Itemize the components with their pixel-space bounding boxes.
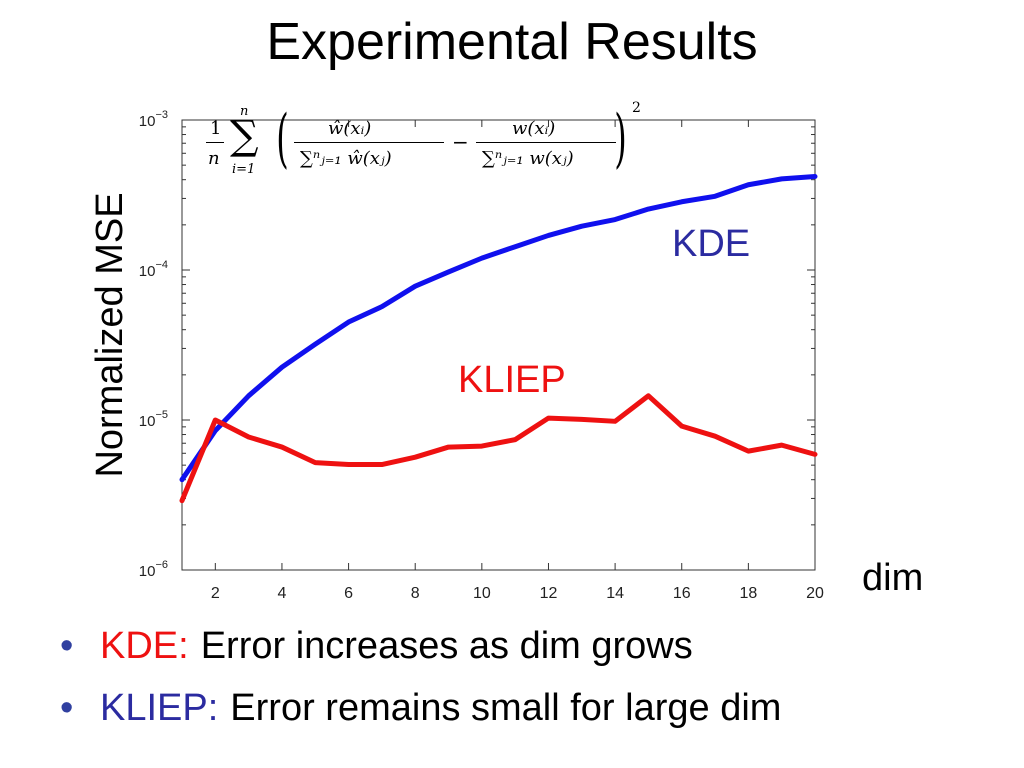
formula-sum-upper: n bbox=[240, 104, 249, 119]
x-tick-label: 16 bbox=[673, 585, 691, 602]
formula-paren-left: ( bbox=[276, 102, 289, 176]
y-tick-exponent: −6 bbox=[155, 559, 168, 571]
mse-formula: 1 n n ∑ i=1 ( ŵ(xᵢ) ∑ⁿⱼ₌₁ ŵ(xⱼ) − w(xᵢ) … bbox=[200, 100, 650, 190]
y-tick-label: 10−4 bbox=[139, 259, 168, 280]
bullet-text: Error remains small for large dim bbox=[230, 687, 782, 729]
x-tick-label: 4 bbox=[277, 585, 286, 602]
y-tick-label: 10−6 bbox=[139, 559, 168, 580]
slide-title: Experimental Results bbox=[266, 13, 758, 71]
chart-series bbox=[179, 174, 818, 504]
series-line-kde bbox=[179, 174, 818, 483]
plot-frame bbox=[181, 119, 816, 571]
y-tick-exponent: −3 bbox=[155, 109, 168, 121]
chart-axes bbox=[181, 119, 816, 571]
bullet-key: KLIEP: bbox=[100, 687, 219, 729]
formula-paren-right: ) bbox=[614, 102, 627, 176]
x-tick-label: 18 bbox=[739, 585, 757, 602]
x-tick-label: 20 bbox=[806, 585, 824, 602]
bullet-text: Error increases as dim grows bbox=[200, 625, 693, 667]
y-ticks: 10−6 10−5 10−4 10−3 bbox=[139, 109, 815, 580]
y-tick-label: 10−3 bbox=[139, 109, 168, 130]
formula-den-left: ∑ⁿⱼ₌₁ ŵ(xⱼ) bbox=[300, 148, 392, 169]
x-tick-label: 12 bbox=[540, 585, 558, 602]
x-tick-label: 6 bbox=[344, 585, 353, 602]
x-tick-label: 14 bbox=[606, 585, 624, 602]
y-axis-label: Normalized MSE bbox=[89, 192, 131, 478]
chart: 10−6 10−5 10−4 10−3 2 4 6 8 10 12 14 16 18 20 KDE KLI… bbox=[139, 109, 824, 602]
bullet-key: KDE: bbox=[100, 625, 189, 667]
formula-minus: − bbox=[452, 130, 469, 154]
bullet-item-kde: • KDE: Error increases as dim grows bbox=[60, 624, 781, 686]
y-tick-exponent: −5 bbox=[155, 409, 168, 421]
y-tick-exponent: −4 bbox=[155, 259, 168, 271]
y-tick-label: 10−5 bbox=[139, 409, 168, 430]
bullet-list: • KDE: Error increases as dim grows • KLI… bbox=[60, 624, 781, 748]
formula-frac1-den: n bbox=[208, 148, 220, 169]
formula-bar-left bbox=[294, 142, 444, 143]
formula-den-right: ∑ⁿⱼ₌₁ w(xⱼ) bbox=[482, 148, 574, 169]
x-tick-label: 8 bbox=[411, 585, 420, 602]
formula-power: 2 bbox=[632, 100, 641, 116]
formula-num-right: w(xᵢ) bbox=[512, 118, 556, 139]
bullet-dot: • bbox=[60, 625, 74, 667]
formula-num-left: ŵ(xᵢ) bbox=[328, 118, 372, 139]
chart-annotations: KDE KLIEP bbox=[458, 223, 750, 401]
x-tick-label: 2 bbox=[211, 585, 220, 602]
bullet-item-kliep: • KLIEP: Error remains small for large di… bbox=[60, 686, 781, 748]
series-line-kliep bbox=[179, 393, 818, 504]
formula-frac1-num: 1 bbox=[210, 118, 222, 139]
annotation-kde: KDE bbox=[672, 223, 750, 265]
x-ticks: 2 4 6 8 10 12 14 16 18 20 bbox=[211, 120, 824, 602]
x-axis-label: dim bbox=[862, 557, 924, 599]
formula-frac1-bar bbox=[206, 142, 224, 143]
annotation-kliep: KLIEP bbox=[458, 359, 566, 401]
formula-sigma: ∑ bbox=[230, 113, 259, 159]
bullet-dot: • bbox=[60, 687, 74, 729]
x-tick-label: 10 bbox=[473, 585, 491, 602]
formula-bar-right bbox=[476, 142, 616, 143]
formula-sum-lower: i=1 bbox=[232, 162, 256, 177]
